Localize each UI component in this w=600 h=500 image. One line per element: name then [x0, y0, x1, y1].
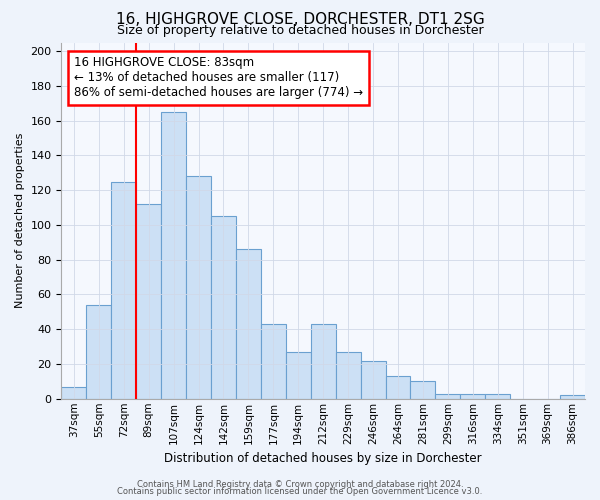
Bar [161, 112, 186, 399]
Bar [111, 182, 136, 399]
Bar [261, 324, 286, 399]
Bar [560, 396, 585, 399]
Bar [236, 250, 261, 399]
Bar [136, 204, 161, 399]
Text: 16 HIGHGROVE CLOSE: 83sqm
← 13% of detached houses are smaller (117)
86% of semi: 16 HIGHGROVE CLOSE: 83sqm ← 13% of detac… [74, 56, 363, 100]
X-axis label: Distribution of detached houses by size in Dorchester: Distribution of detached houses by size … [164, 452, 482, 465]
Text: Contains HM Land Registry data © Crown copyright and database right 2024.: Contains HM Land Registry data © Crown c… [137, 480, 463, 489]
Bar [61, 386, 86, 399]
Y-axis label: Number of detached properties: Number of detached properties [15, 133, 25, 308]
Bar [311, 324, 335, 399]
Bar [211, 216, 236, 399]
Bar [186, 176, 211, 399]
Bar [386, 376, 410, 399]
Bar [460, 394, 485, 399]
Bar [86, 305, 111, 399]
Bar [436, 394, 460, 399]
Bar [286, 352, 311, 399]
Text: Contains public sector information licensed under the Open Government Licence v3: Contains public sector information licen… [118, 488, 482, 496]
Text: 16, HIGHGROVE CLOSE, DORCHESTER, DT1 2SG: 16, HIGHGROVE CLOSE, DORCHESTER, DT1 2SG [116, 12, 484, 28]
Bar [485, 394, 510, 399]
Bar [335, 352, 361, 399]
Bar [361, 360, 386, 399]
Bar [410, 382, 436, 399]
Text: Size of property relative to detached houses in Dorchester: Size of property relative to detached ho… [116, 24, 484, 37]
